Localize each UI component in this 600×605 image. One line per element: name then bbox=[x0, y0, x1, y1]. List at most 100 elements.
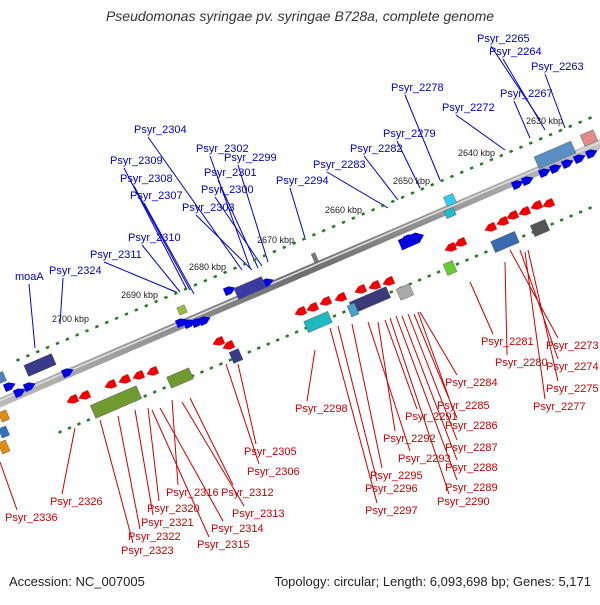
inner-tick bbox=[247, 350, 252, 354]
reverse-gene-label: Psyr_2284 bbox=[445, 377, 498, 389]
feature-block bbox=[228, 348, 244, 364]
outer-tick bbox=[301, 237, 307, 241]
reverse-label-leader bbox=[329, 327, 378, 504]
inner-tick bbox=[483, 250, 488, 254]
forward-gene-label: Psyr_2301 bbox=[204, 167, 257, 179]
gene-arrow-shape bbox=[334, 291, 348, 302]
reverse-gene-label: Psyr_2314 bbox=[211, 523, 264, 535]
gene-arrow-shape bbox=[12, 388, 26, 399]
forward-gene-arrow bbox=[548, 164, 562, 175]
forward-label-leader bbox=[123, 167, 187, 289]
gene-arrow-shape bbox=[397, 232, 424, 251]
gene-arrow-shape bbox=[484, 221, 498, 232]
gene-arrow-shape bbox=[542, 197, 556, 208]
reverse-gene-arrow bbox=[334, 291, 348, 302]
feature-block bbox=[579, 129, 599, 147]
outer-tick bbox=[65, 337, 70, 341]
outer-tick bbox=[578, 120, 583, 125]
gene-arrow-shape bbox=[584, 149, 598, 160]
gene-arrow-shape bbox=[306, 301, 320, 312]
outer-tick bbox=[459, 170, 464, 175]
reverse-label-leader bbox=[509, 249, 559, 339]
forward-gene-label: Psyr_2311 bbox=[90, 249, 142, 261]
reverse-gene-label: Psyr_2298 bbox=[295, 403, 348, 415]
inner-tick bbox=[67, 426, 72, 430]
inner-tick bbox=[455, 262, 460, 266]
reverse-label-leader bbox=[527, 249, 559, 382]
outer-tick bbox=[35, 349, 40, 354]
reverse-label-leader bbox=[225, 363, 260, 465]
reverse-gene-arrow bbox=[382, 275, 396, 286]
feature-block bbox=[23, 353, 57, 377]
inner-tick bbox=[143, 394, 148, 398]
feature-block-rect bbox=[0, 371, 7, 385]
feature-block bbox=[395, 283, 415, 301]
outer-tick bbox=[242, 262, 247, 266]
outer-tick bbox=[134, 308, 139, 312]
gene-arrow-shape bbox=[354, 283, 368, 294]
feature-block-rect bbox=[166, 367, 194, 389]
reverse-gene-label: Psyr_2275 bbox=[546, 383, 599, 395]
reverse-gene-arrow bbox=[78, 389, 92, 400]
scale-tick-label: 2630 kbp bbox=[526, 116, 563, 126]
reverse-gene-arrow bbox=[530, 199, 544, 210]
reverse-gene-label: Psyr_2287 bbox=[445, 442, 498, 454]
forward-gene-label: Psyr_2308 bbox=[120, 173, 173, 185]
outer-tick bbox=[213, 274, 218, 279]
forward-gene-label: moaA bbox=[15, 271, 44, 283]
forward-gene-arrow bbox=[537, 168, 551, 179]
reverse-gene-label: Psyr_2290 bbox=[437, 496, 490, 508]
forward-gene-label: Psyr_2310 bbox=[128, 232, 181, 244]
feature-block bbox=[176, 304, 188, 316]
outer-tick bbox=[94, 324, 99, 329]
reverse-gene-arrow bbox=[146, 365, 160, 376]
forward-gene-label: Psyr_2304 bbox=[134, 124, 187, 136]
reverse-label-leader bbox=[151, 409, 210, 538]
reverse-label-leader bbox=[189, 397, 234, 486]
feature-block-rect bbox=[176, 304, 188, 316]
forward-gene-arrow bbox=[60, 368, 74, 379]
feature-block-rect bbox=[233, 276, 267, 300]
reverse-gene-label: Psyr_2292 bbox=[383, 433, 436, 445]
reverse-label-leader bbox=[413, 313, 458, 419]
gene-arrow-shape bbox=[454, 236, 468, 247]
scale-tick-label: 2680 kbp bbox=[189, 262, 226, 272]
reverse-label-leader bbox=[524, 251, 546, 400]
map-title: Pseudomonas syringae pv. syringae B728a,… bbox=[105, 8, 495, 24]
reverse-label-leader bbox=[61, 427, 76, 495]
reverse-label-leader bbox=[377, 321, 396, 432]
outer-tick bbox=[538, 137, 543, 141]
forward-gene-arrow bbox=[520, 176, 534, 187]
inner-tick bbox=[417, 278, 422, 282]
reverse-gene-label: Psyr_2297 bbox=[365, 505, 418, 517]
scale-tick-label: 2690 kbp bbox=[121, 290, 158, 300]
outer-tick bbox=[173, 291, 178, 296]
feature-block bbox=[0, 371, 7, 385]
feature-block-rect bbox=[228, 348, 244, 364]
gene-arrow-shape bbox=[382, 275, 396, 286]
inner-tick bbox=[332, 314, 337, 318]
forward-gene-label: Psyr_2309 bbox=[110, 155, 163, 167]
reverse-gene-label: Psyr_2326 bbox=[50, 496, 103, 508]
reverse-gene-label: Psyr_2315 bbox=[197, 539, 250, 551]
outer-tick bbox=[282, 245, 287, 250]
outer-tick bbox=[15, 358, 21, 362]
reverse-gene-label: Psyr_2291 bbox=[405, 411, 458, 423]
outer-tick bbox=[232, 266, 237, 271]
gene-arrow-shape bbox=[537, 168, 551, 179]
inner-tick bbox=[436, 270, 441, 274]
reverse-gene-arrow bbox=[294, 305, 308, 316]
reverse-label-leader bbox=[134, 409, 154, 516]
outer-tick bbox=[55, 341, 60, 346]
inner-tick bbox=[559, 218, 564, 222]
forward-label-leader bbox=[544, 73, 566, 129]
reverse-label-leader bbox=[367, 321, 411, 452]
forward-label-leader bbox=[209, 155, 251, 269]
outer-tick bbox=[420, 187, 425, 191]
outer-tick bbox=[380, 203, 385, 208]
forward-label-leader bbox=[103, 261, 177, 293]
gene-arrow-shape bbox=[294, 305, 308, 316]
inner-tick bbox=[256, 346, 261, 350]
